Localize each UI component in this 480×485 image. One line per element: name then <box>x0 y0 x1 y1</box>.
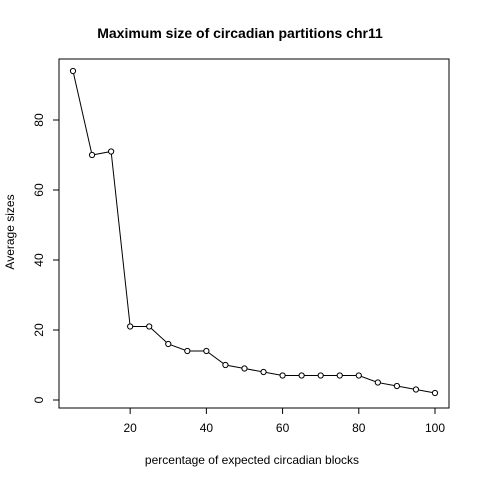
series-line <box>72 70 436 394</box>
data-point <box>393 382 400 390</box>
data-point <box>203 347 210 355</box>
x-tick-label: 60 <box>276 421 290 435</box>
data-point <box>165 340 172 348</box>
plot-area: 20 40 60 80 100 0 20 40 60 80 <box>32 58 450 435</box>
data-point <box>279 372 286 379</box>
y-tick-label: 60 <box>32 183 46 197</box>
x-tick-label: 100 <box>425 421 445 435</box>
y-tick-label: 0 <box>32 396 46 403</box>
x-tick-label: 80 <box>352 421 366 435</box>
y-axis-label: Average sizes <box>3 194 17 269</box>
data-point <box>184 347 191 355</box>
data-point <box>127 323 134 330</box>
data-point <box>412 386 420 393</box>
y-tick-label: 80 <box>32 113 46 127</box>
x-axis-label: percentage of expected circadian blocks <box>145 453 359 467</box>
plot-frame <box>58 58 450 409</box>
y-tick-label: 20 <box>32 323 46 337</box>
data-point <box>241 365 248 372</box>
y-tick-label: 40 <box>32 253 46 267</box>
data-point <box>222 361 229 369</box>
data-point <box>355 372 362 379</box>
data-point <box>260 368 267 376</box>
data-point <box>298 372 305 379</box>
data-point <box>374 379 381 386</box>
x-tick-label: 40 <box>200 421 214 435</box>
data-point <box>431 389 439 397</box>
chart-title: Maximum size of circadian partitions chr… <box>97 25 383 41</box>
x-tick-label: 20 <box>123 421 137 435</box>
data-point <box>88 151 96 159</box>
data-point <box>146 323 153 330</box>
data-point <box>336 372 343 379</box>
data-point <box>108 148 115 155</box>
data-point <box>317 372 324 379</box>
data-point <box>69 67 77 75</box>
